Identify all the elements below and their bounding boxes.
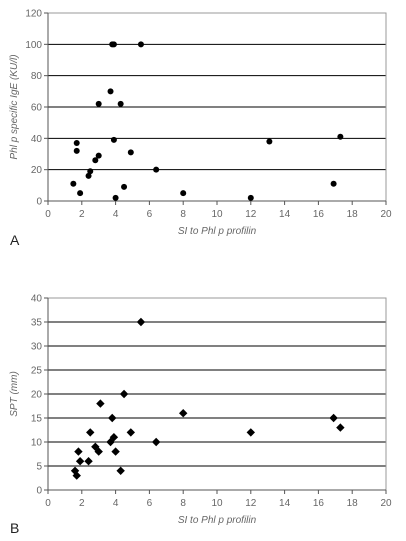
data-point-2 [73, 147, 80, 154]
data-point-19 [180, 190, 187, 197]
data-point-19 [246, 428, 255, 437]
x-tick-label-10: 20 [380, 498, 392, 509]
y-tick-label-8: 40 [31, 294, 43, 305]
data-point-21 [266, 138, 273, 145]
data-point-16 [127, 149, 134, 156]
y-tick-label-4: 20 [31, 390, 43, 401]
x-tick-label-7: 14 [279, 498, 291, 509]
data-point-1 [73, 140, 80, 147]
data-point-22 [330, 180, 337, 187]
data-point-17 [151, 437, 161, 447]
y-tick-label-6: 30 [31, 342, 43, 353]
data-point-7 [94, 447, 103, 456]
x-tick-label-1: 2 [79, 209, 85, 220]
data-point-11 [110, 41, 117, 48]
x-tick-label-6: 12 [245, 209, 257, 220]
x-axis-title: SI to Phl p profilin [178, 515, 257, 526]
y-tick-label-7: 35 [31, 318, 43, 329]
data-point-15 [121, 183, 128, 190]
x-tick-label-8: 16 [313, 498, 325, 509]
data-point-0 [70, 180, 77, 187]
panel-letter: A [10, 232, 20, 248]
data-point-18 [179, 409, 188, 418]
y-tick-label-2: 40 [31, 134, 43, 145]
panel-a: 0 20 40 60 80 100 120 0 2 4 6 8 10 12 14 16 18 20 SI to Ph… [9, 9, 392, 249]
data-point-17 [137, 41, 144, 48]
y-axis-title: SPT (mm) [9, 371, 20, 417]
x-axis-title: SI to Phl p profilin [178, 226, 257, 237]
x-tick-label-8: 16 [313, 209, 325, 220]
data-point-4 [85, 172, 92, 179]
panel-b: 0 5 10 15 20 25 30 35 40 0 2 4 6 8 10 12 14 16 18 20 SI to P… [9, 294, 392, 537]
x-tick-label-2: 4 [113, 209, 119, 220]
data-point-18 [153, 166, 160, 173]
data-point-21 [336, 423, 345, 432]
y-axis-title: Phl p specific IgE (KU/l) [9, 54, 20, 159]
data-point-9 [106, 437, 115, 447]
y-tick-label-5: 100 [25, 40, 42, 51]
data-point-20 [247, 194, 254, 201]
data-point-14 [117, 100, 124, 107]
data-point-1 [72, 471, 81, 480]
data-point-5 [87, 168, 94, 175]
y-tick-label-5: 25 [31, 366, 43, 377]
x-tick-label-7: 14 [279, 209, 291, 220]
data-point-15 [126, 428, 136, 437]
y-tick-label-1: 5 [36, 462, 42, 473]
data-point-5 [86, 428, 95, 437]
x-tick-label-9: 18 [347, 498, 359, 509]
y-tick-label-0: 0 [36, 197, 42, 208]
data-point-6 [92, 157, 99, 164]
x-tick-label-1: 2 [79, 498, 85, 509]
x-tick-label-9: 18 [347, 209, 359, 220]
x-tick-label-5: 10 [211, 209, 223, 220]
data-point-16 [136, 317, 146, 327]
data-point-10 [108, 413, 117, 423]
data-point-8 [95, 100, 102, 107]
x-tick-label-0: 0 [45, 498, 51, 509]
x-tick-label-3: 6 [147, 209, 153, 220]
data-point-23 [337, 133, 344, 140]
y-tick-label-6: 120 [25, 9, 42, 20]
y-tick-label-3: 15 [31, 414, 43, 425]
y-tick-label-2: 10 [31, 438, 43, 449]
x-tick-label-10: 20 [380, 209, 392, 220]
data-point-3 [77, 190, 84, 197]
y-tick-label-4: 80 [31, 71, 43, 82]
data-point-13 [116, 466, 125, 475]
x-tick-label-2: 4 [113, 498, 119, 509]
data-point-12 [111, 447, 120, 456]
data-point-9 [107, 88, 114, 95]
data-point-4 [84, 457, 93, 466]
x-tick-label-0: 0 [45, 209, 51, 220]
data-point-14 [119, 389, 129, 399]
y-tick-label-3: 60 [31, 103, 43, 114]
data-point-8 [96, 399, 105, 408]
x-tick-label-5: 10 [211, 498, 223, 509]
data-point-7 [95, 152, 102, 159]
y-tick-label-0: 0 [36, 486, 42, 497]
y-tick-label-1: 20 [31, 165, 43, 176]
x-tick-label-4: 8 [180, 498, 186, 509]
x-tick-label-3: 6 [147, 498, 153, 509]
x-tick-label-4: 8 [180, 209, 186, 220]
data-point-13 [112, 194, 119, 201]
x-tick-label-6: 12 [245, 498, 257, 509]
panel-letter: B [10, 520, 19, 536]
data-point-11 [109, 433, 119, 442]
data-point-20 [329, 413, 338, 423]
data-point-2 [74, 447, 83, 456]
data-point-12 [110, 136, 117, 143]
data-point-3 [75, 457, 85, 466]
